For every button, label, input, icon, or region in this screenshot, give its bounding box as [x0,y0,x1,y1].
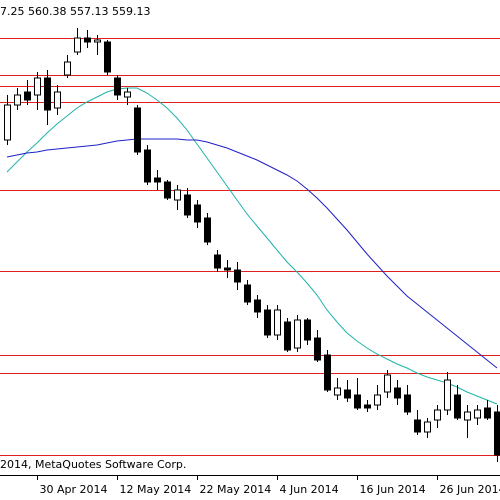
candle-body [454,394,461,419]
candle-body [234,269,241,283]
candle-body [284,321,291,351]
candle-body [424,421,431,433]
candle-body [244,284,251,303]
candle-body [494,411,500,456]
candle-body [74,37,81,53]
x-tick-label: 4 Jun 2014 [280,483,339,496]
moving-average [6,138,498,369]
moving-average [6,87,498,405]
candle-body [34,77,41,96]
candle-body [224,267,231,271]
candle-body [134,107,141,153]
candle-body [204,217,211,243]
candle-body [124,91,131,98]
x-tick-label: 22 May 2014 [200,483,272,496]
candle-body [254,299,261,313]
candle-body [324,354,331,391]
candle-body [94,39,101,43]
x-tick-label: 16 Jun 2014 [360,483,426,496]
candle-body [14,94,21,106]
candle-body [374,394,381,406]
candle-body [474,409,481,419]
candle-body [404,394,411,413]
candle-body [464,411,471,421]
candle-body [434,409,441,421]
candle-body [54,91,61,109]
x-tick-label: 26 Jun 2014 [440,483,500,496]
candle-body [214,254,221,269]
ohlc-header: 7.25 560.38 557.13 559.13 [0,5,150,18]
candle-body [24,91,31,101]
candle-body [114,77,121,96]
candle-body [44,77,51,111]
x-tick-label: 30 Apr 2014 [40,483,108,496]
candle-body [274,309,281,336]
x-tick-label: 12 May 2014 [120,483,192,496]
candle-body [394,387,401,399]
candle-body [144,149,151,183]
candle-body [164,181,171,199]
candle-body [4,104,11,141]
candle-body [484,407,491,419]
candle-body [344,389,351,399]
candle-body [414,419,421,433]
candle-body [264,309,271,336]
candle-body [364,404,371,409]
candle-body [304,319,311,341]
candle-body [444,379,451,411]
candle-body [354,394,361,409]
candle-body [184,194,191,216]
candle-body [294,319,301,349]
copyright: 2014, MetaQuotes Software Corp. [0,458,186,471]
candle-body [104,41,111,73]
candle-body [384,374,391,393]
candle-body [314,337,321,361]
candle-body [154,177,161,183]
candle-body [84,37,91,43]
candle-body [64,61,71,76]
candle-body [194,204,201,223]
candle-body [174,189,181,201]
candle-body [334,387,341,396]
